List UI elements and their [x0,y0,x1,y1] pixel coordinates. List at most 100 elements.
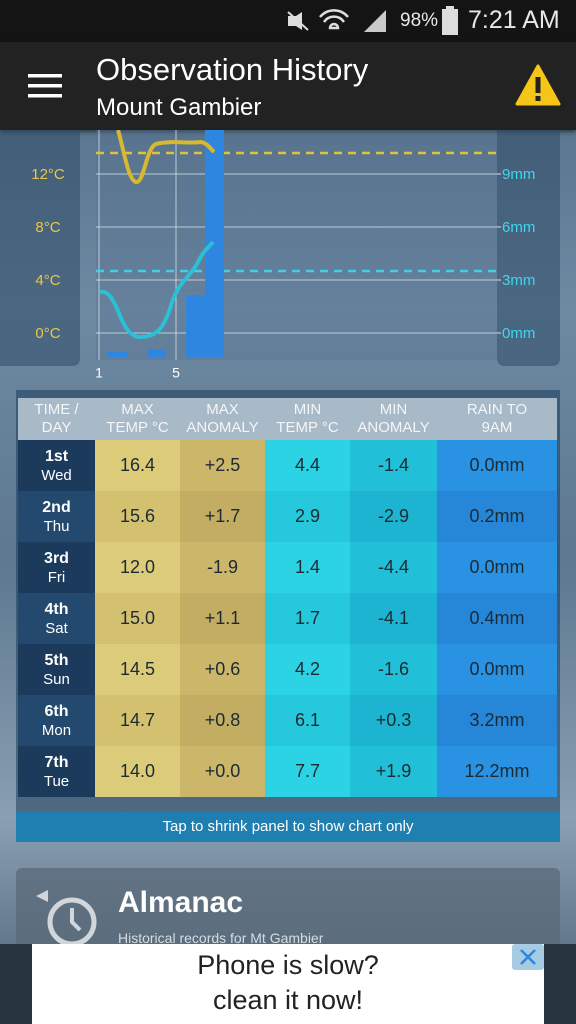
value-cell: 6.1 [265,695,350,746]
value-cell: 1.7 [265,593,350,644]
date-label: 4th [44,600,69,618]
value-cell: 4.2 [265,644,350,695]
column-header: MAX ANOMALY [180,398,265,440]
ad-banner[interactable]: Phone is slow? clean it now! [32,944,544,1024]
y2-tick-label: 9mm [502,166,535,183]
header-line: DAY [41,419,72,436]
value-cell: 4.4 [265,440,350,491]
value-cell: 14.0 [95,746,180,797]
header-line: RAIN TO [466,401,528,418]
header-line: ANOMALY [357,419,430,436]
value-cell: 1.4 [265,542,350,593]
column-header: TIME / DAY [18,398,95,440]
y2-tick-label: 6mm [502,219,535,236]
header-line: TEMP °C [106,419,169,436]
value-cell: 2.9 [265,491,350,542]
almanac-title: Almanac [118,886,244,919]
date-label: 7th [44,753,69,771]
weekday-label: Thu [43,517,70,535]
value-cell: 15.0 [95,593,180,644]
x-tick-label: 1 [95,365,103,381]
value-cell: +2.5 [180,440,265,491]
chart: 12°C 8°C 4°C 0°C 9mm 6mm 3mm 0mm 1 5 [0,130,560,381]
warning-button[interactable] [515,64,561,106]
value-cell: 0.0mm [437,644,557,695]
column-header: MIN ANOMALY [350,398,437,440]
value-cell: -1.9 [180,542,265,593]
value-cell: -4.1 [350,593,437,644]
day-cell: 4th Sat [18,593,95,644]
ad-close-button[interactable] [512,944,544,970]
plot-area [96,130,497,360]
date-label: 5th [44,651,69,669]
battery-icon [442,6,458,35]
value-cell: +1.9 [350,746,437,797]
day-cell: 3rd Fri [18,542,95,593]
app-bar: Observation History Mount Gambier [0,42,576,130]
header-line: TIME / [34,401,79,418]
min-temp-line [99,240,215,340]
almanac-card[interactable]: Almanac Historical records for Mt Gambie… [16,868,560,958]
value-cell: 0.2mm [437,491,557,542]
ad-line: Phone is slow? [197,950,379,980]
y-tick-label: 0°C [35,325,60,342]
left-axis-panel [0,130,80,366]
header-line: MIN [379,401,408,418]
value-cell: -4.4 [350,542,437,593]
y2-tick-label: 3mm [502,272,535,289]
header-line: MIN [293,401,322,418]
rain-bar [147,349,166,357]
value-cell: 14.7 [95,695,180,746]
value-cell: 0.0mm [437,542,557,593]
x-tick-label: 5 [172,365,180,381]
value-cell: 14.5 [95,644,180,695]
value-cell: 16.4 [95,440,180,491]
day-cell: 5th Sun [18,644,95,695]
header-line: TEMP °C [276,419,339,436]
value-cell: 7.7 [265,746,350,797]
column-header: MIN TEMP °C [265,398,350,440]
date-label: 6th [44,702,69,720]
date-label: 1st [44,447,69,465]
value-cell: +1.7 [180,491,265,542]
value-cell: +0.6 [180,644,265,695]
header-line: ANOMALY [186,419,259,436]
weekday-label: Sat [45,619,68,637]
shrink-panel-button[interactable]: Tap to shrink panel to show chart only [16,812,560,842]
date-label: 3rd [44,549,69,567]
value-cell: 0.0mm [437,440,557,491]
rain-bar [186,295,205,357]
value-cell: 3.2mm [437,695,557,746]
value-cell: -1.6 [350,644,437,695]
location-name: Mount Gambier [96,94,262,121]
right-axis-panel [497,130,560,366]
value-cell: 15.6 [95,491,180,542]
value-cell: -2.9 [350,491,437,542]
status-bar: 98% 7:21 AM [0,0,576,42]
day-cell: 2nd Thu [18,491,95,542]
value-cell: +0.0 [180,746,265,797]
y-tick-label: 12°C [31,166,65,183]
status-icons [287,9,386,32]
clock: 7:21 AM [468,6,560,34]
weekday-label: Tue [43,772,70,790]
value-cell: 0.4mm [437,593,557,644]
almanac-subtitle: Historical records for Mt Gambier [118,930,324,946]
weekday-label: Sun [43,670,70,688]
y-tick-label: 4°C [35,272,60,289]
ad-line: clean it now! [212,985,364,1015]
rain-bar [108,352,127,357]
column-header: RAIN TO 9AM [437,398,557,440]
weekday-label: Mon [41,721,72,739]
value-cell: +0.3 [350,695,437,746]
value-cell: +0.8 [180,695,265,746]
menu-button[interactable] [28,74,62,98]
observation-table: TIME / DAY MAX TEMP °C MAX ANOMALY MIN TEMP °C M… [18,398,557,798]
day-cell: 6th Mon [18,695,95,746]
value-cell: -1.4 [350,440,437,491]
rain-bar [205,130,224,357]
y2-tick-label: 0mm [502,325,535,342]
max-temp-line [116,130,216,184]
header-line: MAX [206,401,239,418]
